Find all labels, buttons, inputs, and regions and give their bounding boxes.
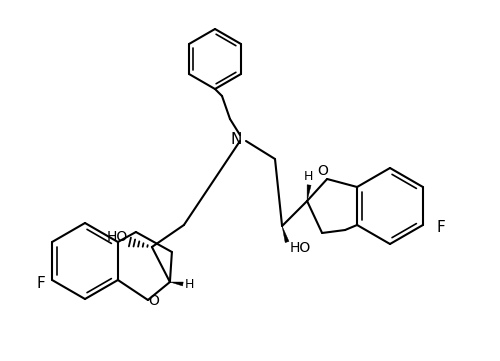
Polygon shape: [170, 282, 183, 286]
Text: O: O: [148, 294, 160, 308]
Text: HO: HO: [290, 241, 312, 255]
Text: H: H: [185, 278, 194, 291]
Text: N: N: [230, 132, 241, 148]
Polygon shape: [282, 226, 289, 243]
Text: HO: HO: [106, 230, 128, 244]
Text: F: F: [36, 275, 46, 291]
Text: O: O: [318, 164, 328, 178]
Text: H: H: [304, 170, 313, 183]
Polygon shape: [307, 185, 311, 201]
Text: F: F: [437, 219, 446, 235]
